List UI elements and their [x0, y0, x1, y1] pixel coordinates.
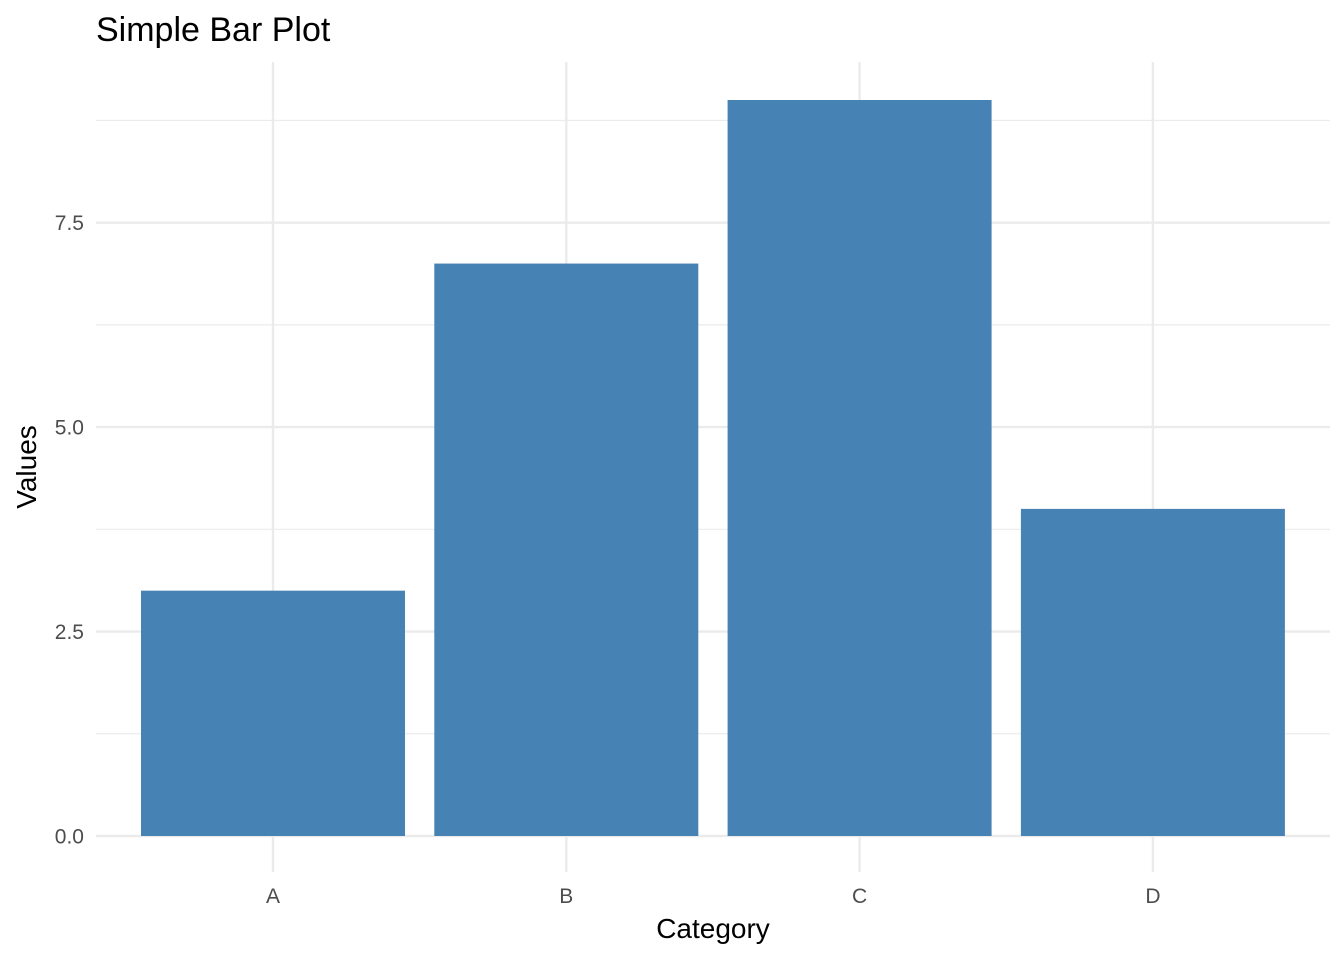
- bar-B: [434, 263, 699, 836]
- y-tick-label: 5.0: [55, 417, 84, 440]
- x-axis-title: Category: [656, 913, 770, 944]
- bar-D: [1020, 508, 1285, 836]
- y-axis-ticks: 0.0 2.5 5.0 7.5: [55, 212, 84, 848]
- x-tick-label: C: [852, 885, 867, 908]
- y-tick-label: 0.0: [55, 826, 84, 849]
- y-tick-label: 7.5: [55, 212, 84, 235]
- bar-C: [727, 100, 992, 836]
- x-axis-ticks: A B C D: [266, 885, 1160, 908]
- x-tick-label: B: [559, 885, 573, 908]
- bar-A: [141, 590, 405, 836]
- x-tick-label: A: [266, 885, 280, 908]
- y-axis-title: Values: [11, 425, 42, 509]
- y-tick-label: 2.5: [55, 621, 84, 644]
- chart-title: Simple Bar Plot: [96, 11, 331, 49]
- x-tick-label: D: [1145, 885, 1160, 908]
- bars: [141, 100, 1285, 836]
